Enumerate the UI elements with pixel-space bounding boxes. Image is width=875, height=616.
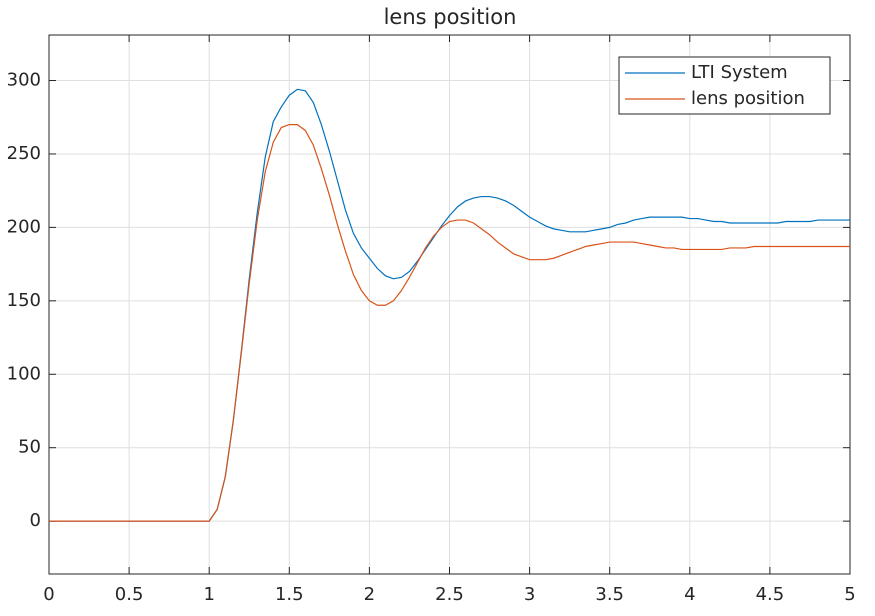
y-tick-label: 0	[30, 510, 41, 531]
y-tick-label: 300	[7, 70, 41, 91]
legend-box	[618, 56, 831, 115]
y-tick-label: 200	[7, 216, 41, 237]
x-tick-label: 1	[203, 584, 214, 605]
legend-label: LTI System	[691, 62, 788, 83]
x-tick-label: 1.5	[275, 584, 304, 605]
y-tick-label: 100	[7, 363, 41, 384]
x-tick-label: 5	[844, 584, 855, 605]
x-tick-label: 0	[43, 584, 54, 605]
line-series	[49, 88, 850, 522]
x-tick-label: 3.5	[595, 584, 624, 605]
x-tick-label: 0.5	[115, 584, 144, 605]
legend-label: lens position	[691, 88, 805, 109]
legend: LTI System lens position	[618, 56, 831, 115]
y-tick-label: 150	[7, 290, 41, 311]
x-tick-label: 3	[524, 584, 535, 605]
x-tick-label: 4	[684, 584, 695, 605]
chart-title: lens position	[384, 5, 517, 29]
line-series	[49, 123, 850, 522]
x-tick-label: 4.5	[756, 584, 785, 605]
x-tick-label: 2	[364, 584, 375, 605]
y-tick-label: 250	[7, 143, 41, 164]
y-tick-label: 50	[18, 437, 41, 458]
axes-box	[48, 34, 851, 575]
x-tick-label: 2.5	[435, 584, 464, 605]
